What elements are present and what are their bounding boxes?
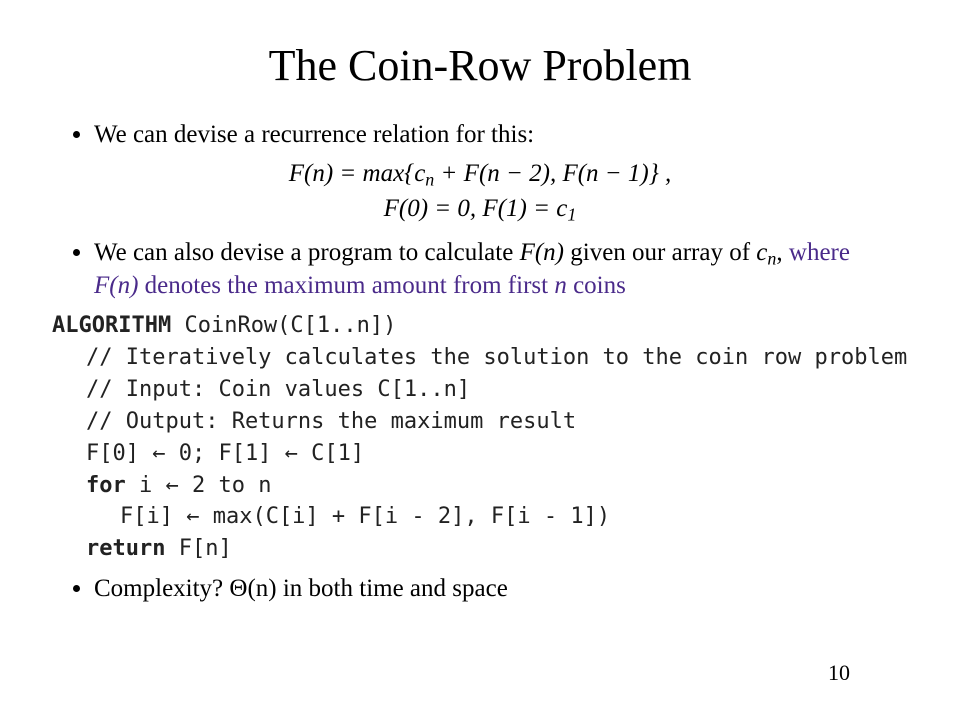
algo-l8-rest: F[n] xyxy=(165,536,231,561)
math-l1-a: F(n) = max{ xyxy=(289,160,414,187)
math-line-1: F(n) = max{cn + F(n − 2), F(n − 1)} , xyxy=(289,160,672,187)
slide: The Coin-Row Problem We can devise a rec… xyxy=(0,0,960,720)
b2-hl-n: n xyxy=(554,272,567,299)
b2-hl-fn: F(n) xyxy=(94,272,138,299)
slide-title: The Coin-Row Problem xyxy=(60,40,900,91)
math-l1-c: c xyxy=(414,160,425,187)
b2-cn: cn xyxy=(756,239,776,266)
b2-comma: , xyxy=(776,239,789,266)
math-l2-c: c xyxy=(556,195,567,222)
algo-kw-return: return xyxy=(86,536,165,561)
b2-hl-a: where xyxy=(789,239,850,266)
bullet-complexity: Complexity? Θ(n) in both time and space xyxy=(94,573,900,605)
math-l2-sub: 1 xyxy=(567,204,576,224)
algo-comment-1: // Iteratively calculates the solution t… xyxy=(52,342,907,374)
algorithm-block: ALGORITHM CoinRow(C[1..n]) // Iterativel… xyxy=(52,310,900,565)
algo-l1-rest: CoinRow(C[1..n]) xyxy=(171,313,396,338)
algo-body: F[i] ← max(C[i] + F[i - 2], F[i - 1]) xyxy=(52,501,610,533)
bullet-list-2: We can also devise a program to calculat… xyxy=(60,237,900,303)
algo-init: F[0] ← 0; F[1] ← C[1] xyxy=(52,438,364,470)
b2-fn: F(n) xyxy=(520,239,564,266)
b2-mid: given our array of xyxy=(564,239,756,266)
b2-lead: We can also devise a program to calculat… xyxy=(94,239,520,266)
algo-comment-2: // Input: Coin values C[1..n] xyxy=(52,374,470,406)
bullet-recurrence: We can devise a recurrence relation for … xyxy=(94,119,900,151)
algo-l6-rest: i ← 2 to n xyxy=(126,473,272,498)
b2-hl-c: coins xyxy=(567,272,626,299)
algo-kw-algorithm: ALGORITHM xyxy=(52,313,171,338)
recurrence-math: F(n) = max{cn + F(n − 2), F(n − 1)} , F(… xyxy=(60,157,900,227)
algo-comment-3: // Output: Returns the maximum result xyxy=(52,406,576,438)
math-line-2: F(0) = 0, F(1) = c1 xyxy=(384,195,577,222)
algo-for-line: for i ← 2 to n xyxy=(52,470,271,502)
bullet-list-3: Complexity? Θ(n) in both time and space xyxy=(60,573,900,605)
algo-return-line: return F[n] xyxy=(52,533,232,565)
bullet-list: We can devise a recurrence relation for … xyxy=(60,119,900,151)
bullet-1-text: We can devise a recurrence relation for … xyxy=(94,121,534,148)
algo-kw-for: for xyxy=(86,473,126,498)
math-l1-b: + F(n − 2), F(n − 1)} , xyxy=(434,160,671,187)
b2-cn-c: c xyxy=(756,239,767,266)
math-l2-a: F(0) = 0, F(1) = xyxy=(384,195,557,222)
page-number: 10 xyxy=(828,660,850,686)
b2-hl-b: denotes the maximum amount from first xyxy=(138,272,554,299)
math-l1-sub: n xyxy=(425,170,434,190)
bullet-program: We can also devise a program to calculat… xyxy=(94,237,900,303)
